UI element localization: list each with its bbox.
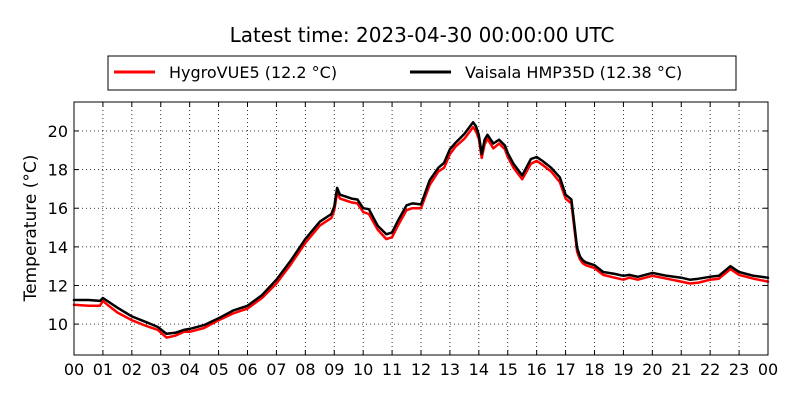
- legend-label-hygrovue5: HygroVUE5 (12.2 °C): [169, 63, 337, 82]
- series-line-vaisala: [72, 121, 770, 336]
- y-tick-label: 10: [48, 315, 68, 334]
- x-tick-label: 18: [584, 360, 604, 379]
- y-tick-label: 14: [48, 238, 68, 257]
- y-tick-label: 12: [48, 276, 68, 295]
- legend-label-vaisala: Vaisala HMP35D (12.38 °C): [465, 63, 682, 82]
- x-tick-label: 04: [179, 360, 199, 379]
- x-tick-label: 19: [613, 360, 633, 379]
- y-tick-label: 18: [48, 161, 68, 180]
- x-tick-label: 09: [324, 360, 344, 379]
- x-tick-label: 08: [295, 360, 315, 379]
- x-tick-label: 02: [122, 360, 142, 379]
- x-tick-label: 17: [555, 360, 575, 379]
- x-tick-label: 06: [237, 360, 257, 379]
- x-tick-label: 01: [93, 360, 113, 379]
- x-tick-label: 20: [642, 360, 662, 379]
- x-tick-label: 05: [208, 360, 228, 379]
- plot-frame: [73, 101, 769, 356]
- x-tick-label: 00: [758, 360, 778, 379]
- x-tick-label: 07: [266, 360, 286, 379]
- y-tick-labels: 10 12 14 16 18 20: [48, 122, 68, 334]
- x-tick-label: 12: [411, 360, 431, 379]
- chart-title: Latest time: 2023-04-30 00:00:00 UTC: [230, 23, 615, 47]
- x-tick-label: 14: [469, 360, 489, 379]
- x-tick-label: 22: [700, 360, 720, 379]
- x-tick-label: 21: [671, 360, 691, 379]
- x-tick-label: 00: [64, 360, 84, 379]
- series-line-hygrovue5: [72, 125, 770, 339]
- tick-marks: [73, 102, 769, 355]
- y-tick-label: 20: [48, 122, 68, 141]
- x-tick-label: 16: [526, 360, 546, 379]
- x-tick-label: 03: [151, 360, 171, 379]
- x-tick-labels: 00 01 02 03 04 05 06 07 08 09 10 11 12 13 14 15 16 17 18 19…: [64, 360, 778, 379]
- series-layer: [72, 121, 770, 339]
- x-tick-label: 23: [729, 360, 749, 379]
- y-axis-label: Temperature (°C): [21, 155, 41, 303]
- y-tick-label: 16: [48, 199, 68, 218]
- legend: HygroVUE5 (12.2 °C) Vaisala HMP35D (12.3…: [107, 55, 737, 91]
- x-tick-label: 13: [440, 360, 460, 379]
- grid: [74, 102, 768, 355]
- x-tick-label: 15: [498, 360, 518, 379]
- x-tick-label: 10: [353, 360, 373, 379]
- x-tick-label: 11: [382, 360, 402, 379]
